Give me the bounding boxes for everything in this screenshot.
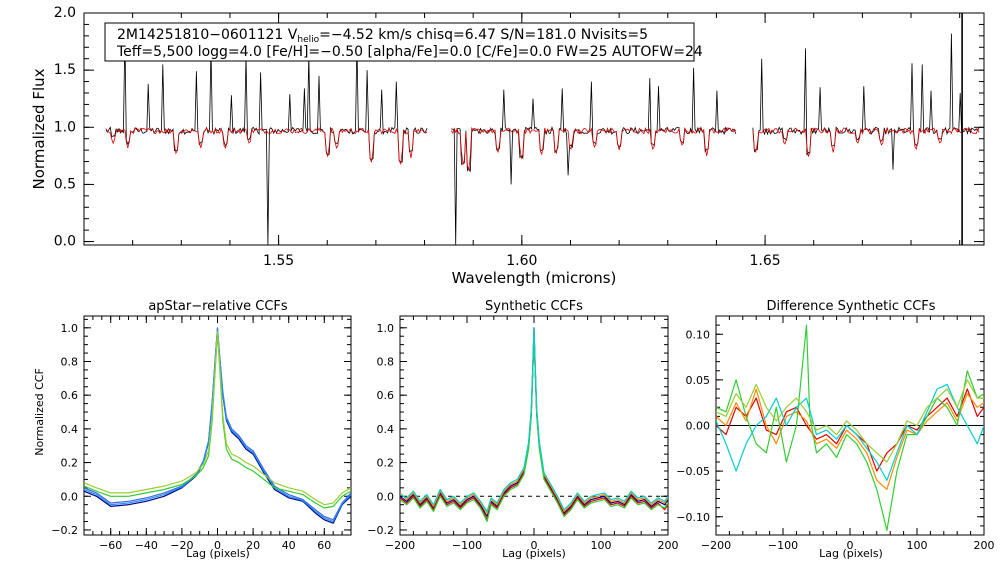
x-tick-label: 0	[847, 539, 854, 552]
ccf-series-ccf-2	[84, 327, 351, 521]
spectrum-axes-frame	[83, 12, 985, 246]
ccf-series-diff-4	[716, 383, 984, 481]
annotation-line-1: 2M14251810−0601121 Vhelio=−4.52 km/s chi…	[117, 27, 648, 45]
y-tick-label: 1.0	[61, 322, 79, 335]
x-tick-label: −60	[99, 539, 122, 552]
y-tick-label: 1.0	[377, 322, 395, 335]
x-tick-label: 20	[246, 539, 260, 552]
x-tick-label: 100	[907, 539, 928, 552]
y-tick-label: 1.5	[54, 62, 76, 78]
y-tick-label: 0.0	[54, 234, 76, 250]
x-tick-label: −40	[135, 539, 158, 552]
y-tick-label: 0.0	[377, 490, 395, 503]
x-tick-label: 100	[591, 539, 612, 552]
apstar-ccf-ylabel: Normalized CCF	[33, 368, 46, 456]
difference-ccf-plot-area	[716, 324, 984, 531]
y-tick-label: 0.2	[377, 457, 395, 470]
spectrum-ylabel: Normalized Flux	[30, 68, 48, 189]
synthetic-ccf-plot-area	[400, 327, 668, 523]
spectrum-panel: 1.55 1.60 1.65 0.0 0.5 1.0 1.5 2.0 2M14251810−0…	[30, 5, 985, 287]
apstar-ccf-plot-area	[84, 327, 351, 524]
apstar-ccf-xlabel: Lag (pixels)	[186, 547, 250, 560]
ccf-series-diff-2	[716, 388, 984, 490]
y-tick-label: −0.05	[676, 465, 710, 478]
y-tick-label: −0.10	[676, 511, 710, 524]
y-tick-label: 0.10	[686, 328, 711, 341]
x-tick-label: 40	[282, 539, 296, 552]
x-tick-label: 60	[317, 539, 331, 552]
x-tick-label: 200	[658, 539, 679, 552]
x-tick-label: 1.55	[263, 253, 294, 269]
difference-ccf-xlabel: Lag (pixels)	[819, 547, 883, 560]
difference-ccf-panel: Difference Synthetic CCFs −200 −100 0 100 20…	[676, 299, 994, 560]
annotation-line-2: Teff=5,500 logg=4.0 [Fe/H]=−0.50 [alpha/…	[116, 44, 703, 60]
x-tick-label: −100	[768, 539, 798, 552]
apstar-ccf-ticks: −60 −40 −20 0 20 40 60 −0.2 0.0 0.2 0.4 0.6 0.8 1.0	[51, 316, 352, 552]
y-tick-label: 0.4	[377, 423, 395, 436]
ccf-series-diff-5	[716, 379, 984, 463]
synthetic-ccf-title: Synthetic CCFs	[485, 299, 583, 314]
synthetic-ccf-ticks: −200 −100 0 100 200 −0.2 0.0 0.2 0.4 0.6 0.8 1.0	[367, 316, 679, 552]
y-tick-label: 0.0	[61, 490, 79, 503]
y-tick-label: 0.8	[61, 355, 79, 368]
ccf-series-syn-5	[400, 327, 668, 512]
spectrum-plot-area	[105, 13, 980, 245]
x-tick-label: 1.65	[749, 253, 780, 269]
ccf-series-diff-3	[716, 324, 984, 531]
spectrum-annotation-box	[104, 22, 695, 62]
ccf-series-diff-1	[716, 388, 984, 472]
x-tick-label: 0	[531, 539, 538, 552]
ccf-series-ccf-3	[84, 328, 351, 523]
y-tick-label: 0.2	[61, 457, 79, 470]
spectrum-synthetic-line	[105, 126, 980, 171]
ccf-series-ccf-4	[84, 332, 351, 509]
x-tick-label: 1.60	[506, 253, 537, 269]
spectrum-observed-line	[105, 33, 980, 245]
y-tick-label: 0.05	[686, 374, 711, 387]
x-tick-label: 0	[214, 539, 221, 552]
y-tick-label: 0.8	[377, 355, 395, 368]
x-tick-label: −100	[452, 539, 482, 552]
x-tick-label: 200	[974, 539, 995, 552]
ccf-series-syn-3	[400, 327, 668, 514]
y-tick-label: 0.00	[686, 420, 711, 433]
y-tick-label: 0.6	[61, 389, 79, 402]
difference-ccf-ticks: −200 −100 0 100 200 −0.10 −0.05 0.00 0.05 0.10	[676, 315, 995, 552]
ccf-series-ccf-1	[84, 328, 351, 524]
ccf-series-ccf-5	[84, 330, 351, 506]
y-tick-label: 0.6	[377, 389, 395, 402]
x-tick-label: −20	[170, 539, 193, 552]
apstar-ccf-panel: apStar−relative CCFs −60 −40 −20 0 20 40 60 −0.…	[33, 299, 352, 560]
difference-ccf-title: Difference Synthetic CCFs	[766, 299, 935, 314]
x-tick-label: −200	[385, 539, 415, 552]
y-tick-label: −0.2	[367, 524, 394, 537]
y-tick-label: 2.0	[54, 5, 76, 21]
y-tick-label: 0.4	[61, 423, 79, 436]
synthetic-ccf-xlabel: Lag (pixels)	[502, 547, 566, 560]
ccf-series-syn-1	[400, 327, 668, 518]
spectrum-ticks: 1.55 1.60 1.65 0.0 0.5 1.0 1.5 2.0	[54, 5, 984, 269]
y-tick-label: −0.2	[51, 524, 78, 537]
apstar-ccf-title: apStar−relative CCFs	[148, 299, 288, 314]
spectrum-xlabel: Wavelength (microns)	[452, 269, 617, 287]
x-tick-label: −200	[701, 539, 731, 552]
y-tick-label: 1.0	[54, 119, 76, 135]
synthetic-ccf-panel: Synthetic CCFs −200 −100 0 100 200 −0.2 0.0 0.2…	[367, 299, 678, 560]
y-tick-label: 0.5	[54, 176, 76, 192]
